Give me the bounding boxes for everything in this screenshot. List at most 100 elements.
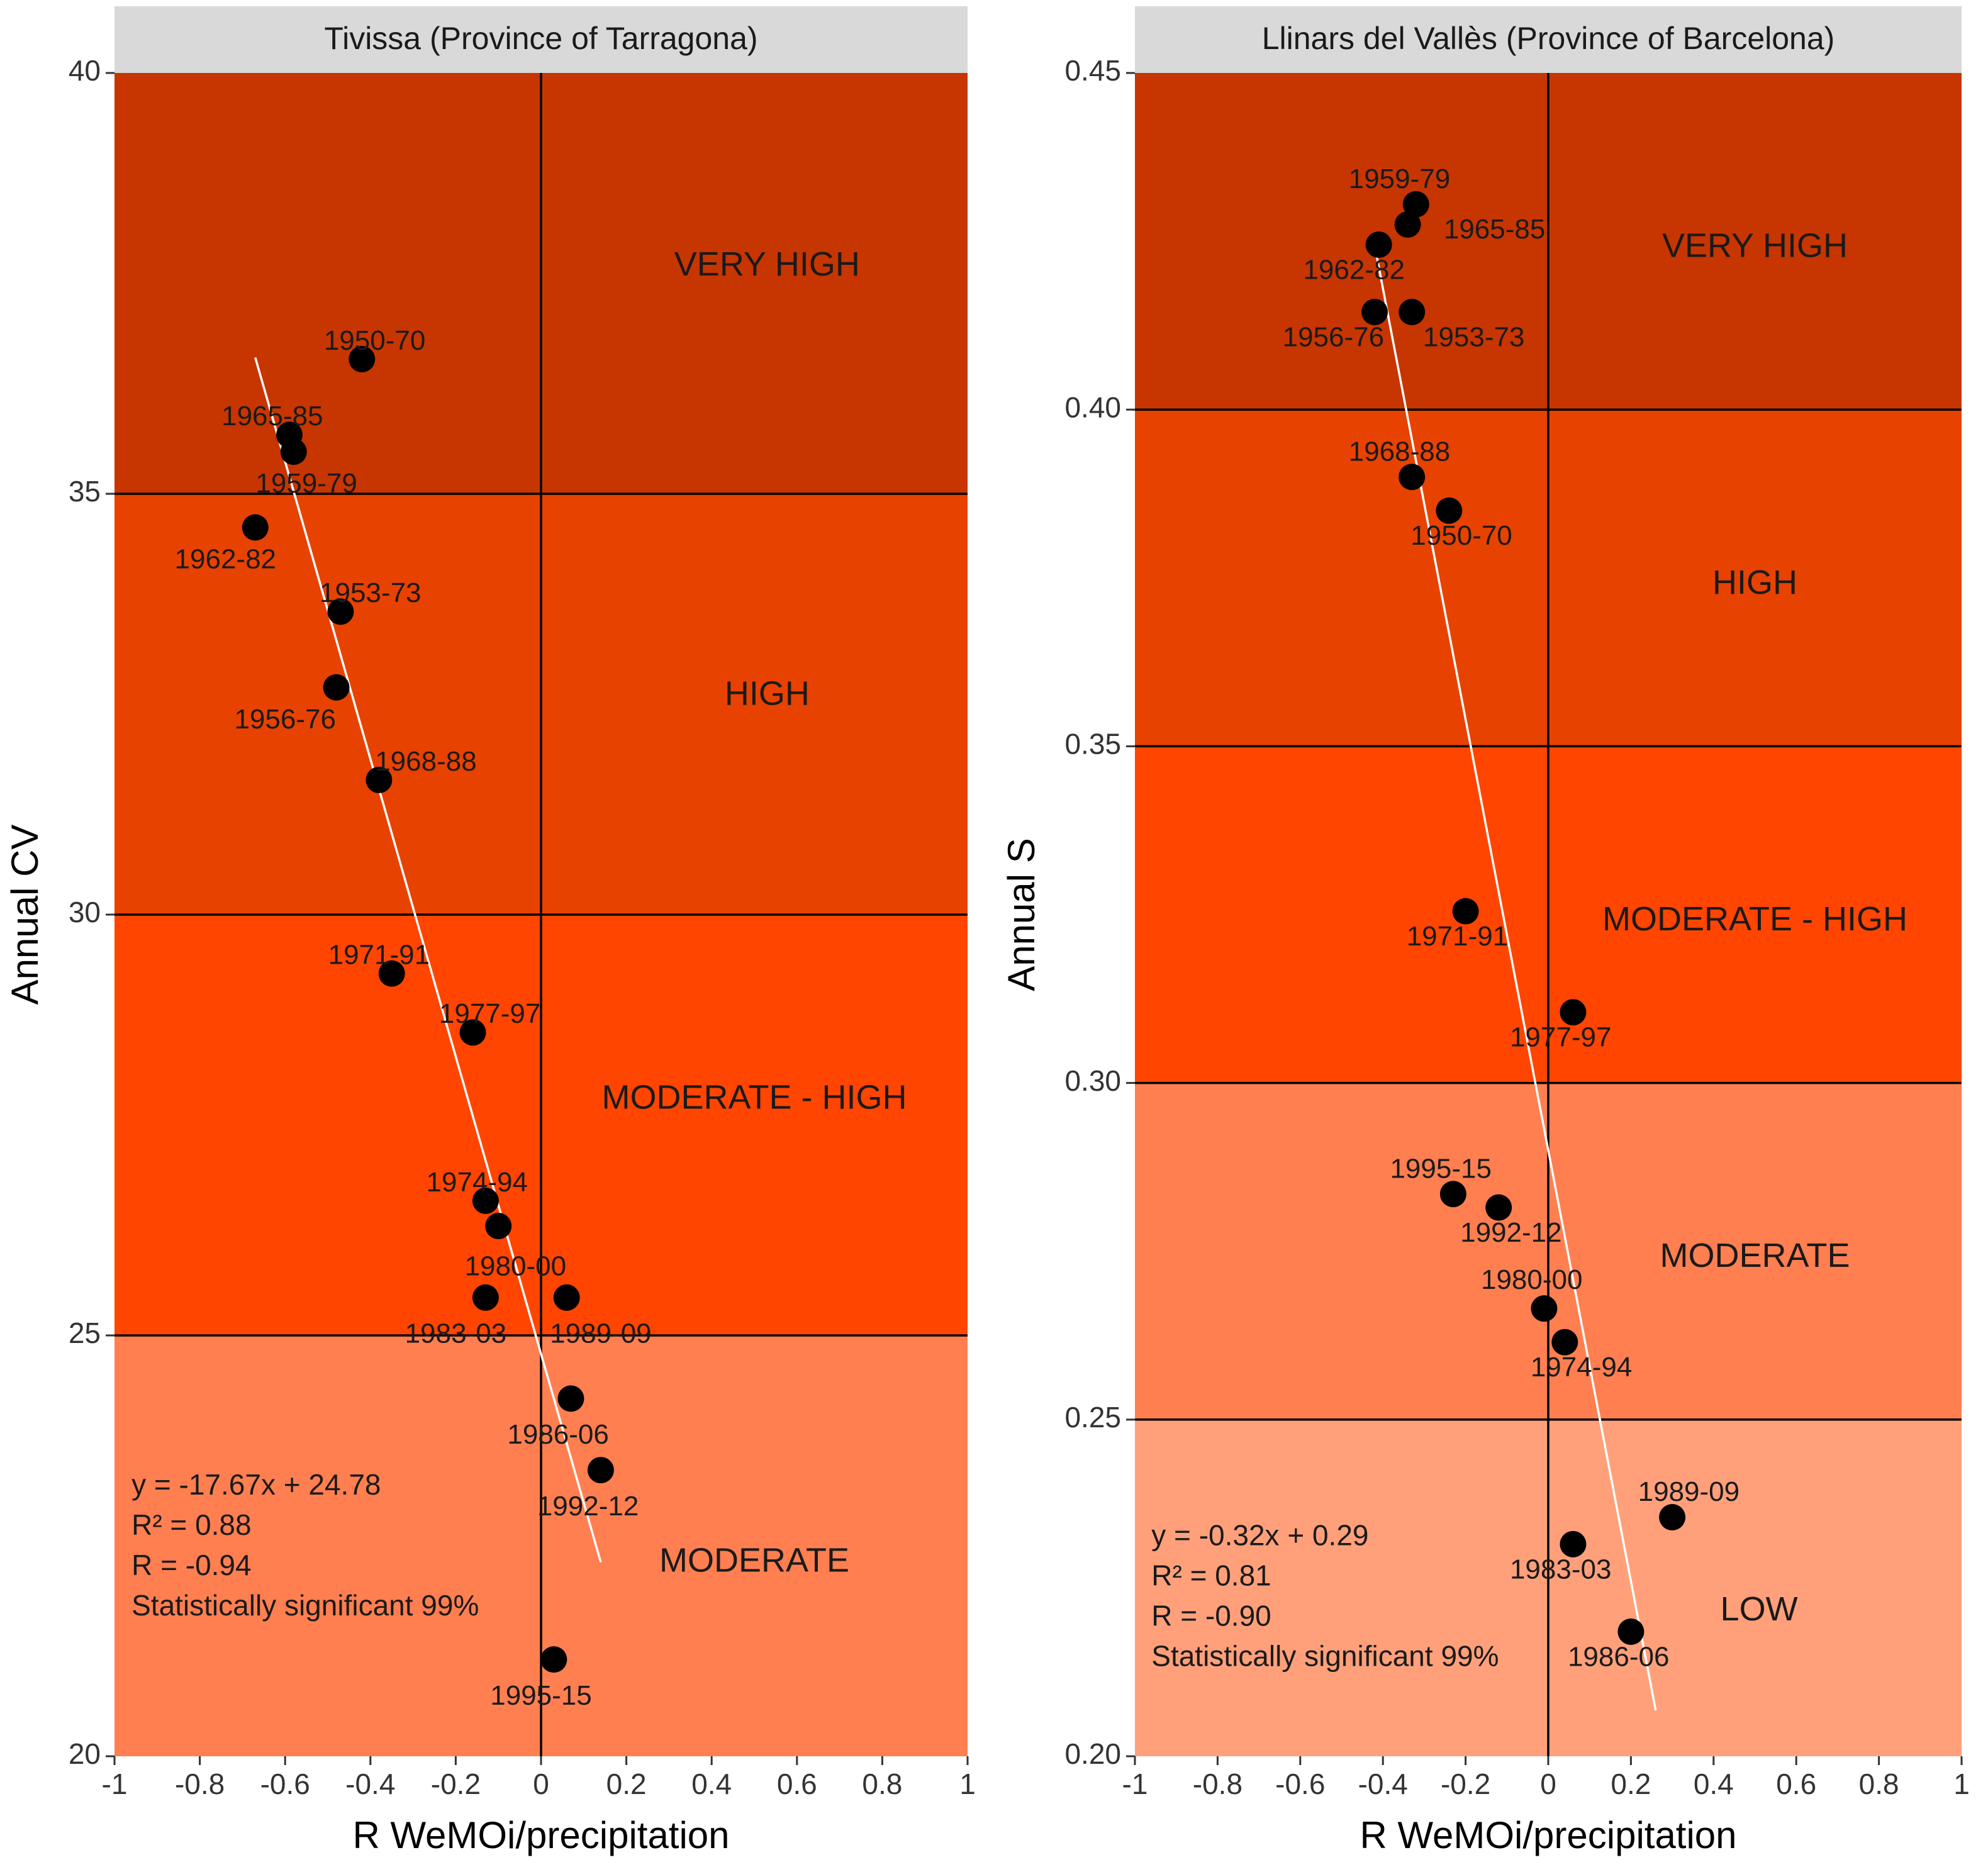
data-point xyxy=(1439,1181,1466,1208)
point-label: 1986-06 xyxy=(1568,1641,1669,1672)
point-label: 1992-12 xyxy=(537,1491,639,1522)
x-tick-label: -1 xyxy=(1122,1768,1148,1800)
zone-label: LOW xyxy=(1721,1590,1798,1628)
point-label: 1980-00 xyxy=(465,1251,566,1282)
y-tick-label: 40 xyxy=(69,54,101,87)
x-tick-label: -0.4 xyxy=(345,1768,395,1800)
stats-r2: R² = 0.81 xyxy=(1151,1559,1271,1591)
point-label: 1995-15 xyxy=(1390,1153,1491,1184)
point-label: 1974-94 xyxy=(1531,1352,1632,1383)
zone-label: MODERATE - HIGH xyxy=(602,1079,907,1117)
stats-significance: Statistically significant 99% xyxy=(1151,1639,1499,1672)
point-label: 1950-70 xyxy=(324,325,425,356)
point-label: 1992-12 xyxy=(1460,1217,1561,1248)
zone-label: MODERATE xyxy=(1660,1237,1850,1274)
point-label: 1977-97 xyxy=(439,998,540,1029)
zone-label: MODERATE xyxy=(659,1542,849,1580)
y-axis-title: Annual CV xyxy=(4,825,46,1005)
panel-title: Llinars del Vallès (Province of Barcelon… xyxy=(1262,21,1835,56)
point-label: 1956-76 xyxy=(234,704,335,735)
data-point xyxy=(349,345,376,372)
x-tick-label: 0.2 xyxy=(1611,1768,1651,1800)
stats-equation: y = -17.67x + 24.78 xyxy=(131,1468,381,1501)
y-axis-title: Annual S xyxy=(1000,838,1042,991)
y-tick-label: 30 xyxy=(69,896,101,928)
x-tick-label: -0.6 xyxy=(260,1768,310,1800)
y-tick-label: 0.45 xyxy=(1064,54,1121,87)
point-label: 1983-03 xyxy=(405,1318,506,1349)
panel-strip xyxy=(114,6,968,73)
data-point xyxy=(1436,497,1463,524)
data-point xyxy=(1560,1530,1587,1557)
data-point xyxy=(587,1457,614,1484)
point-label: 1959-79 xyxy=(1349,164,1450,194)
y-tick-label: 35 xyxy=(69,475,101,508)
y-tick-label: 20 xyxy=(69,1737,101,1770)
point-label: 1965-85 xyxy=(221,401,323,432)
data-point xyxy=(378,960,405,987)
data-point xyxy=(1485,1194,1512,1221)
data-point xyxy=(1399,464,1426,491)
data-point xyxy=(327,598,354,625)
zone-label: VERY HIGH xyxy=(674,245,860,283)
data-point xyxy=(366,766,393,793)
stats-equation: y = -0.32x + 0.29 xyxy=(1151,1518,1368,1551)
data-point xyxy=(557,1385,584,1412)
data-point xyxy=(485,1213,512,1240)
data-point xyxy=(1659,1504,1686,1531)
data-point xyxy=(1452,898,1479,925)
point-label: 1968-88 xyxy=(375,746,476,777)
stats-significance: Statistically significant 99% xyxy=(131,1589,479,1622)
data-point xyxy=(1399,298,1426,325)
y-tick-label: 0.25 xyxy=(1064,1401,1121,1434)
x-tick-label: -0.8 xyxy=(175,1768,225,1800)
data-point xyxy=(1394,211,1421,238)
x-tick-label: -0.4 xyxy=(1358,1768,1408,1800)
panel-title: Tivissa (Province of Tarragona) xyxy=(324,21,757,56)
x-tick-label: 1 xyxy=(1953,1768,1970,1800)
x-tick-label: 0 xyxy=(533,1768,549,1800)
data-point xyxy=(1560,999,1587,1026)
data-point xyxy=(1402,191,1429,218)
data-point xyxy=(323,674,350,701)
x-tick-label: 0.2 xyxy=(606,1768,647,1800)
x-tick-label: -0.6 xyxy=(1275,1768,1325,1800)
plot-area: VERY HIGH HIGH MODERATE - HIGH MODERATE LOW 1… xyxy=(1064,54,1969,1800)
y-tick-label: 0.40 xyxy=(1064,391,1121,423)
data-point xyxy=(1365,231,1392,258)
x-tick-label: -0.2 xyxy=(1441,1768,1490,1800)
data-point xyxy=(1531,1295,1558,1322)
zone-label: MODERATE - HIGH xyxy=(1602,900,1907,938)
data-point xyxy=(1617,1618,1645,1645)
stats-r: R = -0.94 xyxy=(131,1549,252,1581)
point-label: 1989-09 xyxy=(550,1318,651,1349)
panel-tivissa: Tivissa (Province of Tarragona) VERY HIG… xyxy=(4,6,976,1856)
x-tick-label: 0.6 xyxy=(1776,1768,1816,1800)
data-point xyxy=(553,1284,580,1311)
data-point xyxy=(459,1019,486,1046)
point-label: 1950-70 xyxy=(1410,520,1512,551)
x-tick-label: 0.4 xyxy=(1694,1768,1734,1800)
zone-label: HIGH xyxy=(725,674,810,712)
point-label: 1971-91 xyxy=(328,940,430,971)
x-tick-label: 0.6 xyxy=(777,1768,817,1800)
x-tick-label: -0.2 xyxy=(431,1768,481,1800)
zone-label: VERY HIGH xyxy=(1662,227,1848,265)
stats-r: R = -0.90 xyxy=(1151,1599,1271,1632)
x-axis-title: R WeMOi/precipitation xyxy=(1360,1814,1736,1856)
point-label: 1971-91 xyxy=(1407,921,1508,952)
point-label: 1983-03 xyxy=(1510,1554,1611,1585)
x-tick-label: 0.8 xyxy=(1859,1768,1899,1800)
point-label: 1962-82 xyxy=(175,544,276,575)
data-point xyxy=(472,1187,499,1214)
panel-llinars: Llinars del Vallès (Province of Barcelon… xyxy=(1000,6,1970,1856)
y-tick-label: 0.20 xyxy=(1064,1737,1121,1770)
point-label: 1953-73 xyxy=(1423,321,1524,352)
point-label: 1989-09 xyxy=(1638,1476,1740,1507)
regression-line xyxy=(254,357,602,1563)
y-tick-label: 0.35 xyxy=(1064,728,1121,760)
point-label: 1980-00 xyxy=(1481,1264,1582,1295)
point-label: 1986-06 xyxy=(507,1419,608,1450)
point-label: 1977-97 xyxy=(1510,1022,1611,1053)
